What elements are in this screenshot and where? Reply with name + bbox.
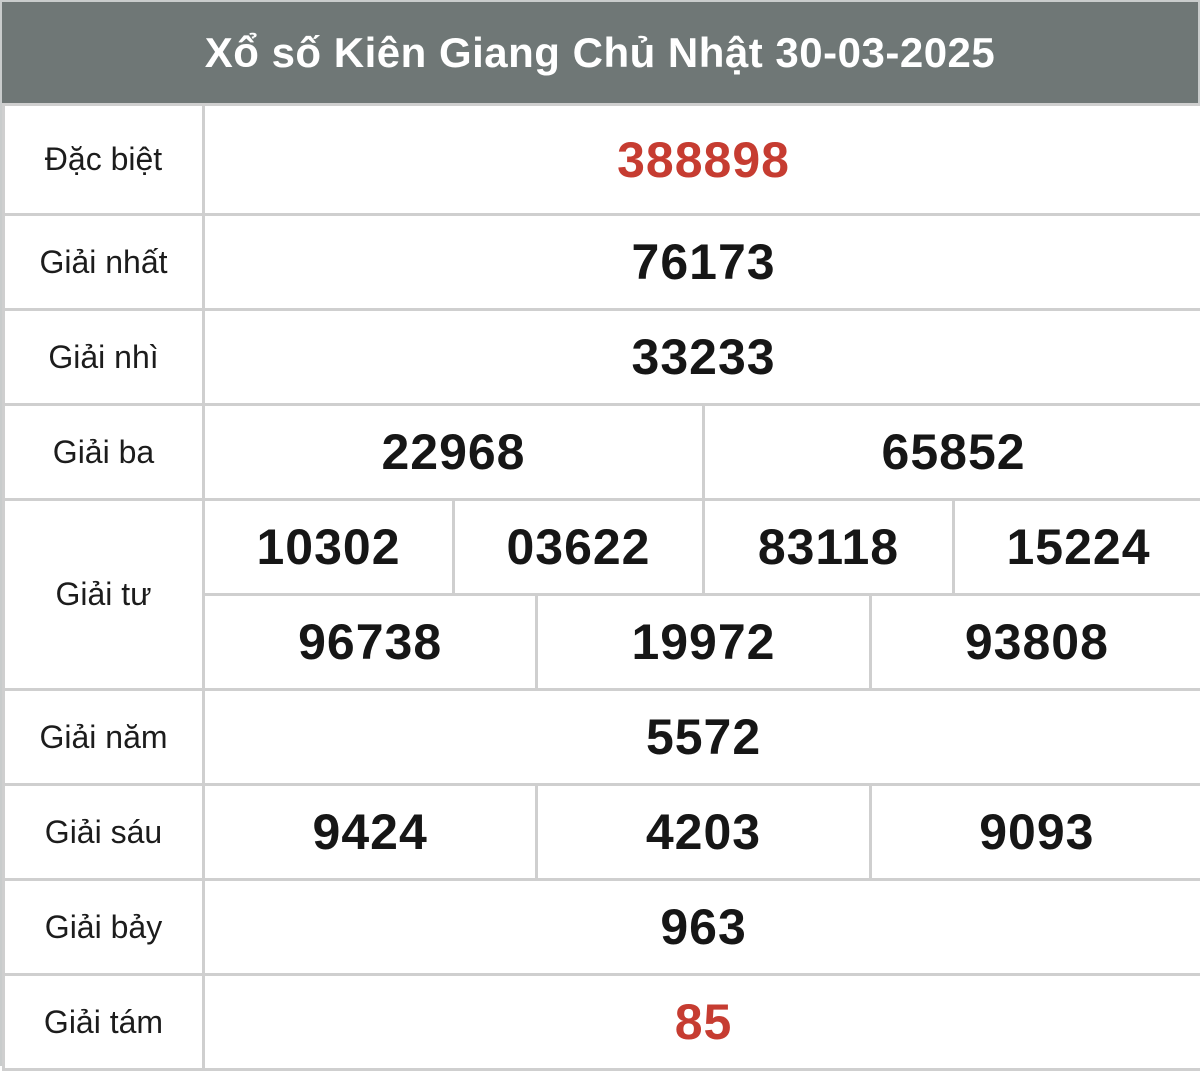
prize-label-giai-bay: Giải bảy (4, 880, 204, 975)
prize-number: 22968 (204, 405, 704, 500)
prize-number: 19972 (537, 595, 870, 690)
prize-label-giai-nhi: Giải nhì (4, 310, 204, 405)
prize-number: 15224 (953, 500, 1200, 595)
prize-number: 93808 (870, 595, 1200, 690)
prize-number-special: 85 (204, 975, 1200, 1070)
prize-number: 10302 (204, 500, 454, 595)
page-title: Xổ số Kiên Giang Chủ Nhật 30-03-2025 (2, 2, 1198, 103)
prize-label-giai-nam: Giải năm (4, 690, 204, 785)
prize-number: 83118 (703, 500, 953, 595)
prize-number: 4203 (537, 785, 870, 880)
prize-row-giai-nam: Giải năm 5572 (4, 690, 1200, 785)
prize-label-giai-sau: Giải sáu (4, 785, 204, 880)
prize-number: 76173 (204, 215, 1200, 310)
prize-number: 65852 (703, 405, 1200, 500)
prize-row-giai-nhi: Giải nhì 33233 (4, 310, 1200, 405)
prize-number: 03622 (453, 500, 703, 595)
lottery-results-table: Đặc biệt 388898 Giải nhất 76173 Giải nhì… (2, 103, 1200, 1071)
prize-label-dac-biet: Đặc biệt (4, 105, 204, 215)
prize-row-giai-ba: Giải ba 22968 65852 (4, 405, 1200, 500)
prize-number: 5572 (204, 690, 1200, 785)
prize-number: 963 (204, 880, 1200, 975)
prize-row-giai-sau: Giải sáu 9424 4203 9093 (4, 785, 1200, 880)
prize-number: 9093 (870, 785, 1200, 880)
prize-row-giai-tam: Giải tám 85 (4, 975, 1200, 1070)
prize-number: 96738 (204, 595, 537, 690)
prize-number: 33233 (204, 310, 1200, 405)
prize-label-giai-tam: Giải tám (4, 975, 204, 1070)
prize-row-dac-biet: Đặc biệt 388898 (4, 105, 1200, 215)
prize-label-giai-nhat: Giải nhất (4, 215, 204, 310)
prize-number: 9424 (204, 785, 537, 880)
prize-row-giai-bay: Giải bảy 963 (4, 880, 1200, 975)
prize-row-giai-tu-line1: Giải tư 10302 03622 83118 15224 (4, 500, 1200, 595)
prize-number-special: 388898 (204, 105, 1200, 215)
prize-label-giai-ba: Giải ba (4, 405, 204, 500)
prize-row-giai-nhat: Giải nhất 76173 (4, 215, 1200, 310)
prize-label-giai-tu: Giải tư (4, 500, 204, 690)
